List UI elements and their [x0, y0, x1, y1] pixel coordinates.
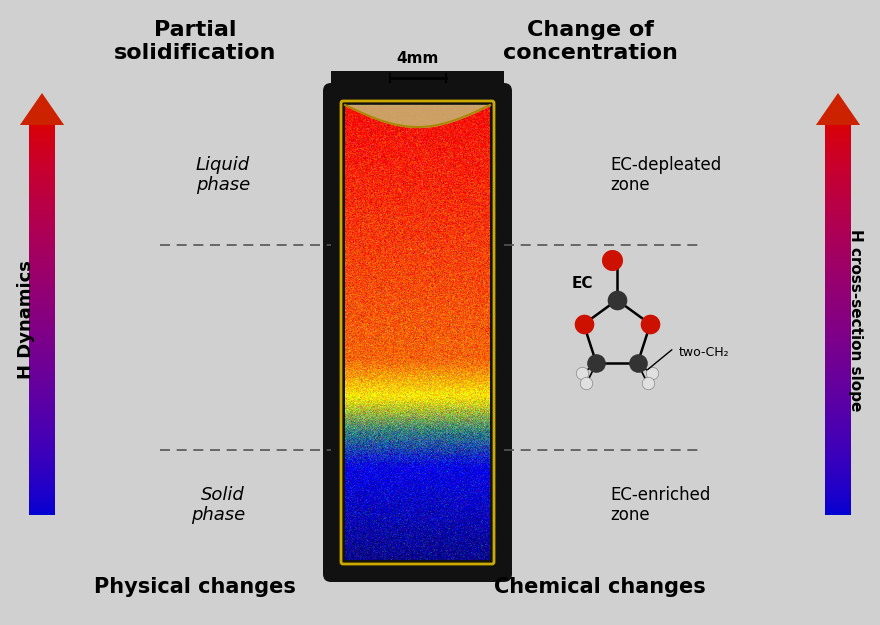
Text: EC: EC: [572, 276, 593, 291]
Point: [605, 255, 619, 265]
Text: EC-depleated
zone: EC-depleated zone: [610, 156, 722, 194]
Text: Change of
concentration: Change of concentration: [502, 20, 678, 63]
Point: [610, 295, 624, 305]
Point: [631, 358, 645, 368]
Bar: [331, 71, 504, 93]
Point: [590, 358, 604, 368]
Text: EC-enriched
zone: EC-enriched zone: [610, 486, 710, 524]
Text: H cross-section slope: H cross-section slope: [847, 229, 862, 411]
Text: two-CH₂: two-CH₂: [679, 346, 730, 359]
Text: Liquid
phase: Liquid phase: [195, 156, 250, 194]
Text: Partial
solidification: Partial solidification: [114, 20, 276, 63]
Text: Physical changes: Physical changes: [94, 577, 296, 597]
Polygon shape: [20, 93, 64, 125]
FancyBboxPatch shape: [323, 83, 512, 582]
Polygon shape: [816, 93, 860, 125]
Point: [643, 319, 657, 329]
Point: [644, 368, 658, 378]
Text: 4mm: 4mm: [396, 51, 439, 66]
Point: [576, 368, 590, 378]
Point: [576, 319, 590, 329]
Text: Chemical changes: Chemical changes: [495, 577, 706, 597]
Point: [641, 378, 655, 388]
Text: H Dynamics: H Dynamics: [17, 261, 35, 379]
Point: [579, 378, 593, 388]
Text: Solid
phase: Solid phase: [191, 486, 245, 524]
